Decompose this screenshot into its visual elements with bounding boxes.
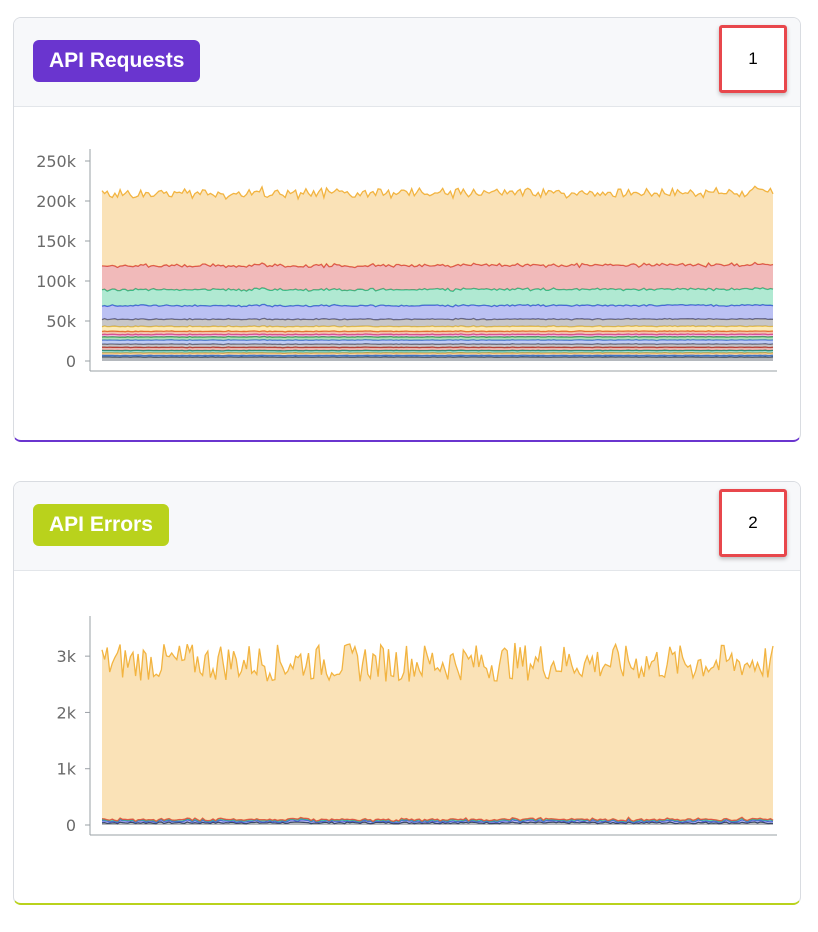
series-6-area — [102, 339, 773, 345]
series-9-line[interactable] — [101, 329, 774, 333]
y-tick-label: 0 — [66, 816, 76, 835]
series-2-area — [102, 817, 773, 823]
series-3-line[interactable] — [101, 349, 774, 352]
y-tick-label: 200k — [36, 192, 77, 211]
series-14-line[interactable] — [101, 261, 774, 269]
series-5-line[interactable] — [101, 342, 774, 346]
series-2-line[interactable] — [102, 351, 774, 354]
series-12-area — [102, 304, 773, 320]
y-tick-label: 2k — [57, 703, 77, 722]
series-10-line[interactable] — [101, 325, 774, 328]
series-15-area — [102, 186, 773, 268]
series-13-line[interactable] — [101, 287, 774, 293]
series-1-line[interactable] — [101, 354, 774, 357]
panel-header: API Requests 1 — [14, 18, 800, 107]
y-tick-label: 150k — [36, 232, 77, 251]
series-13-area — [102, 287, 773, 307]
y-tick-label: 0 — [66, 352, 76, 371]
badge-number: 1 — [719, 25, 787, 93]
series-12-line[interactable] — [101, 303, 774, 308]
series-8-line[interactable] — [101, 333, 774, 336]
series-4-line[interactable] — [101, 642, 774, 682]
panel-header: API Errors 2 — [14, 482, 800, 571]
api-requests-chart: 250k200k150k100k50k012:0015:0018:0021:00… — [36, 149, 777, 372]
badge-number: 2 — [719, 489, 787, 557]
series-14-area — [102, 262, 773, 292]
panel-title[interactable]: API Requests — [33, 40, 201, 82]
series-0-line[interactable] — [101, 821, 774, 825]
series-0-area — [102, 356, 773, 361]
y-tick-label: 50k — [46, 312, 76, 331]
series-group — [101, 642, 774, 825]
series-11-line[interactable] — [101, 317, 774, 321]
series-15-line[interactable] — [101, 185, 774, 201]
series-1-line[interactable] — [101, 818, 774, 824]
series-7-line[interactable] — [101, 335, 774, 339]
series-10-area — [102, 325, 773, 332]
y-tick-label: 1k — [57, 760, 77, 779]
series-3-line[interactable] — [101, 816, 774, 823]
series-6-line[interactable] — [101, 338, 774, 342]
panel-title[interactable]: API Errors — [33, 504, 169, 546]
api-errors-panel: API Errors 2 3k2k1k012:0015:0018:0021:00… — [13, 481, 801, 905]
y-tick-label: 3k — [57, 647, 77, 666]
series-4-area — [102, 643, 773, 822]
api-requests-panel: API Requests 1 250k200k150k100k50k012:00… — [13, 17, 801, 442]
y-tick-label: 250k — [36, 152, 77, 171]
series-group — [101, 185, 774, 361]
series-4-line[interactable] — [102, 346, 774, 349]
api-errors-chart: 3k2k1k012:0015:0018:0021:0000:00Jun 1903… — [57, 616, 777, 836]
series-11-area — [102, 318, 773, 328]
y-tick-label: 100k — [36, 272, 77, 291]
